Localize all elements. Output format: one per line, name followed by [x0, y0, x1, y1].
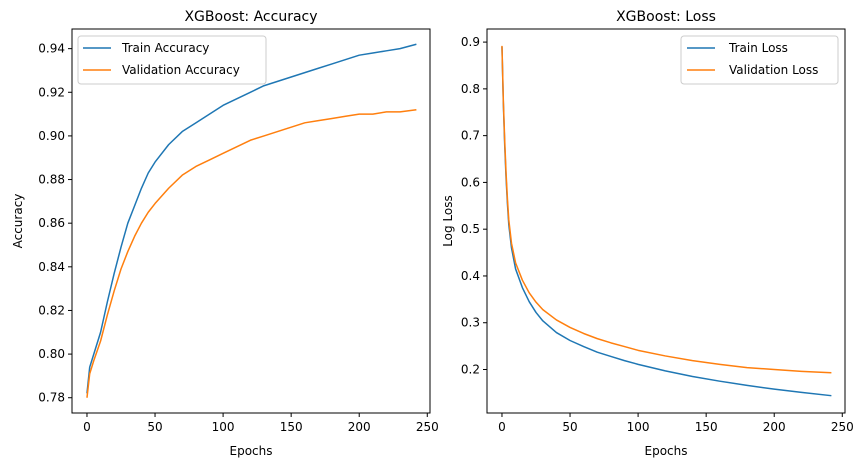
accuracy-y-tick-label: 0.80: [38, 347, 65, 361]
loss-legend-label-0: Train Loss: [728, 41, 788, 55]
accuracy-series-line-1: [86, 108, 417, 398]
accuracy-chart-title: XGBoost: Accuracy: [184, 9, 317, 25]
accuracy-y-tick-label: 0.90: [38, 129, 65, 143]
loss-x-tick-label: 200: [763, 420, 786, 434]
loss-y-tick-label: 0.9: [461, 35, 480, 49]
accuracy-legend-label-1: Validation Accuracy: [122, 63, 240, 77]
accuracy-legend: Train Accuracy Validation Accuracy: [77, 35, 267, 85]
loss-y-ticks: 0.2 0.3 0.4 0.5 0.6 0.7 0.8 0.9: [461, 35, 487, 377]
loss-legend-label-1: Validation Loss: [729, 63, 818, 77]
loss-y-axis-label: Log Loss: [441, 195, 455, 247]
accuracy-y-tick-label: 0.86: [38, 216, 65, 230]
accuracy-x-tick-label: 250: [416, 420, 439, 434]
loss-series-layer: [501, 45, 832, 397]
loss-series-line-1: [501, 45, 832, 374]
loss-legend: Train Loss Validation Loss: [680, 35, 839, 85]
accuracy-x-tick-label: 100: [212, 420, 235, 434]
loss-y-tick-label: 0.7: [461, 129, 480, 143]
accuracy-y-tick-label: 0.84: [38, 260, 65, 274]
accuracy-x-tick-label: 50: [147, 420, 162, 434]
loss-y-tick-label: 0.6: [461, 175, 480, 189]
accuracy-x-ticks: 0 50 100 150 200 250: [83, 413, 439, 434]
accuracy-series-line-0: [86, 43, 417, 394]
accuracy-plot-area: [72, 29, 430, 413]
accuracy-y-ticks: 0.78 0.80 0.82 0.84 0.86 0.88 0.90 0.92 0.94: [38, 42, 72, 405]
accuracy-y-tick-label: 0.78: [38, 391, 65, 405]
accuracy-x-axis-label: Epochs: [230, 444, 273, 458]
loss-y-tick-label: 0.5: [461, 222, 480, 236]
accuracy-series-layer: [86, 43, 417, 398]
loss-axes-frame: [486, 28, 846, 414]
loss-x-axis-label: Epochs: [645, 444, 688, 458]
loss-x-tick-label: 100: [627, 420, 650, 434]
loss-legend-box: [680, 35, 839, 85]
loss-chart: XGBoost: Loss Epochs Log Loss 0 50 100 150 2…: [441, 9, 854, 458]
loss-x-tick-label: 250: [831, 420, 854, 434]
loss-y-tick-label: 0.3: [461, 316, 480, 330]
loss-x-tick-label: 50: [562, 420, 577, 434]
accuracy-x-tick-label: 0: [83, 420, 91, 434]
loss-chart-title: XGBoost: Loss: [616, 9, 716, 25]
accuracy-legend-box: [77, 35, 267, 85]
loss-x-tick-label: 0: [498, 420, 506, 434]
loss-y-tick-label: 0.4: [461, 269, 480, 283]
accuracy-axes-frame: [71, 28, 431, 414]
accuracy-x-tick-label: 200: [348, 420, 371, 434]
loss-x-tick-label: 150: [695, 420, 718, 434]
loss-plot-area: [487, 29, 845, 413]
accuracy-chart: XGBoost: Accuracy Epochs Accuracy 0 50 100…: [11, 9, 439, 458]
loss-y-tick-label: 0.8: [461, 82, 480, 96]
accuracy-y-tick-label: 0.88: [38, 173, 65, 187]
accuracy-y-tick-label: 0.94: [38, 42, 65, 56]
accuracy-y-tick-label: 0.92: [38, 85, 65, 99]
accuracy-x-tick-label: 150: [280, 420, 303, 434]
loss-x-ticks: 0 50 100 150 200 250: [498, 413, 854, 434]
accuracy-legend-label-0: Train Accuracy: [121, 41, 209, 55]
accuracy-y-tick-label: 0.82: [38, 303, 65, 317]
loss-y-tick-label: 0.2: [461, 363, 480, 377]
accuracy-y-axis-label: Accuracy: [11, 194, 25, 249]
